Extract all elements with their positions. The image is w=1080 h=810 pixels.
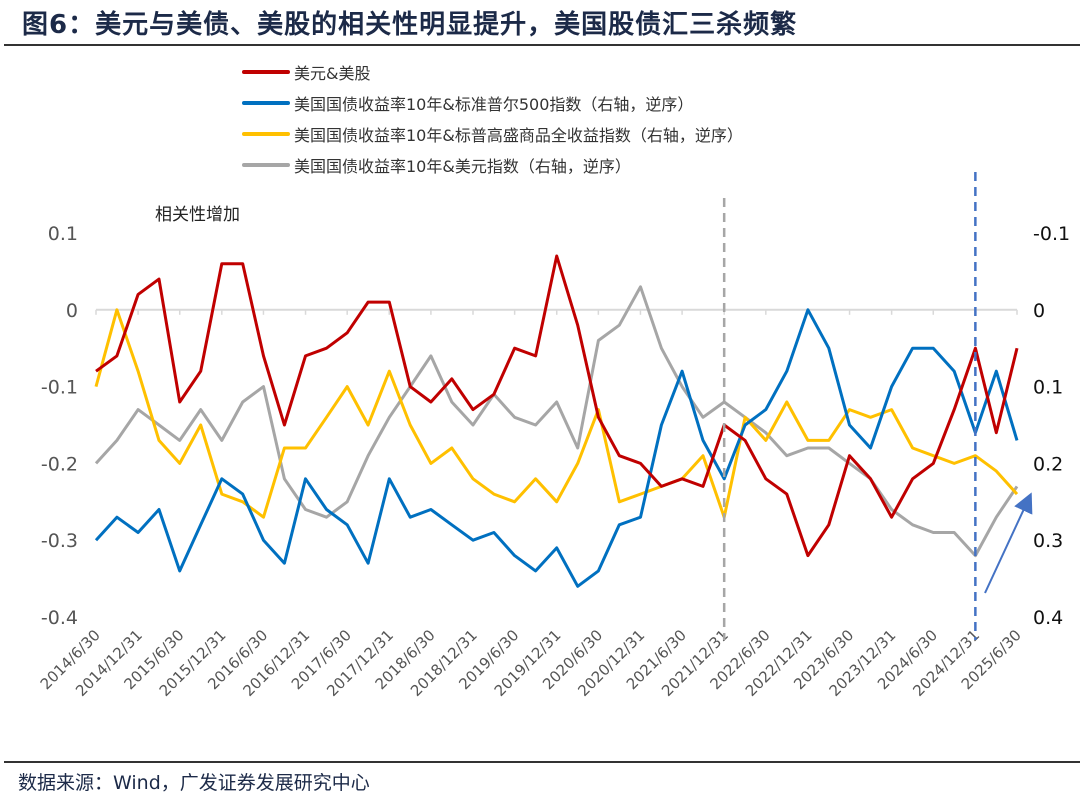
left-y-tick-label: 0 (66, 300, 78, 322)
right-y-tick-label: 0.2 (1033, 453, 1063, 475)
footer-divider (4, 761, 1080, 763)
series-line-1 (94, 308, 1019, 588)
legend-item-usd-equity: 美元&美股 (242, 56, 743, 87)
figure-title: 图6：美元与美债、美股的相关性明显提升，美国股债汇三杀频繁 (22, 10, 798, 40)
left-y-tick-label: 0.1 (48, 223, 78, 245)
chart-area: 相关性增加 2014/6/302014/12/312015/6/302015/1… (37, 172, 1070, 700)
series-line-3 (94, 285, 1019, 558)
legend-item-ust-sp500: 美国国债收益率10年&标准普尔500指数（右轴，逆序） (242, 87, 743, 118)
left-y-tick-label: -0.4 (41, 607, 78, 629)
series-line-0 (95, 254, 1019, 558)
legend-label: 美元&美股 (294, 63, 371, 83)
left-y-tick-label: -0.2 (41, 453, 78, 475)
left-y-tick-label: -0.1 (41, 377, 78, 399)
right-y-tick-label: 0.1 (1033, 377, 1063, 399)
left-y-tick-label: -0.3 (41, 530, 78, 552)
right-y-tick-label: 0.3 (1033, 530, 1063, 552)
right-y-tick-label: 0 (1033, 300, 1045, 322)
legend: 美元&美股 美国国债收益率10年&标准普尔500指数（右轴，逆序） 美国国债收益… (242, 56, 743, 180)
trend-arrow (984, 492, 1033, 594)
legend-swatch (242, 131, 290, 136)
legend-label: 美国国债收益率10年&标准普尔500指数（右轴，逆序） (294, 94, 694, 114)
legend-item-ust-dxy: 美国国债收益率10年&美元指数（右轴，逆序） (242, 149, 743, 180)
legend-swatch (242, 100, 290, 105)
source-note: 数据来源：Wind，广发证券发展研究中心 (18, 772, 370, 794)
annotation-text: 相关性增加 (155, 205, 240, 225)
legend-swatch (242, 162, 290, 167)
title-divider (4, 44, 1080, 46)
legend-label: 美国国债收益率10年&美元指数（右轴，逆序） (294, 156, 631, 176)
right-y-tick-label: 0.4 (1033, 607, 1063, 629)
legend-label: 美国国债收益率10年&标普高盛商品全收益指数（右轴，逆序） (294, 125, 743, 145)
legend-item-ust-gsci: 美国国债收益率10年&标普高盛商品全收益指数（右轴，逆序） (242, 118, 743, 149)
legend-swatch (242, 69, 290, 74)
right-y-tick-label: -0.1 (1033, 223, 1070, 245)
